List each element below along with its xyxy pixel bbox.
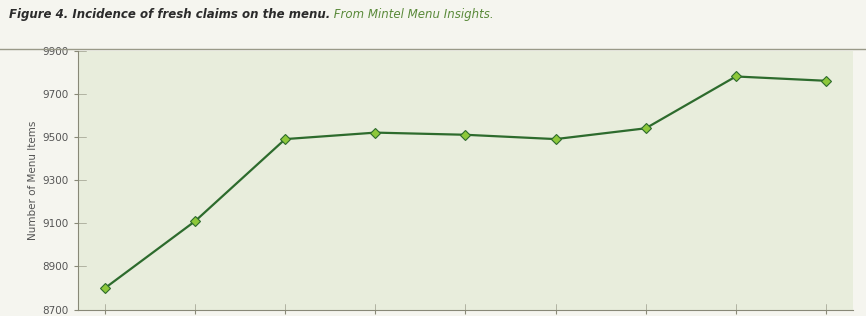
- Text: From Mintel Menu Insights.: From Mintel Menu Insights.: [330, 8, 494, 21]
- Text: Figure 4. Incidence of fresh claims on the menu.: Figure 4. Incidence of fresh claims on t…: [9, 8, 330, 21]
- Y-axis label: Number of Menu Items: Number of Menu Items: [29, 120, 38, 240]
